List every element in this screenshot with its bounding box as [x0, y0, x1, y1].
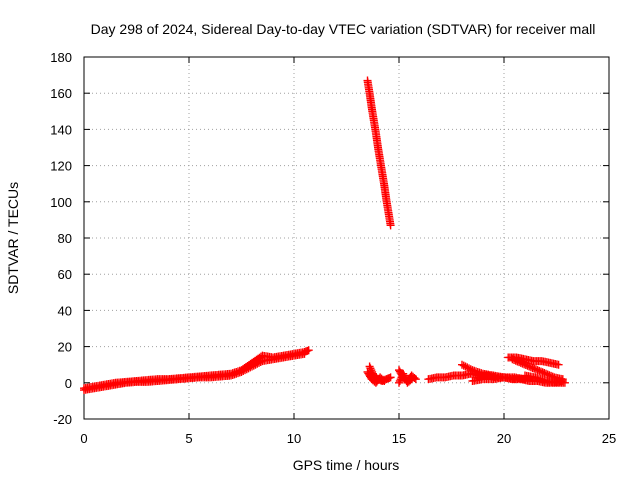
data-point [510, 375, 519, 384]
y-tick-label: 0 [65, 376, 72, 391]
data-point [459, 361, 468, 370]
data-point [237, 367, 246, 376]
data-point [239, 367, 248, 376]
data-point [406, 376, 415, 385]
data-point [256, 357, 265, 366]
x-tick-label: 15 [392, 431, 406, 446]
x-tick-label: 20 [497, 431, 511, 446]
x-axis-label: GPS time / hours [293, 457, 400, 473]
data-point [378, 375, 387, 384]
data-point [249, 361, 258, 370]
y-tick-label: 40 [58, 303, 72, 318]
data-point [466, 365, 475, 374]
data-point [242, 365, 251, 374]
data-point [400, 371, 409, 380]
data-point [300, 349, 309, 358]
y-tick-label: 100 [50, 195, 72, 210]
y-tick-label: -20 [53, 412, 72, 427]
grid [84, 57, 609, 419]
y-tick-label: 180 [50, 50, 72, 65]
data-point [304, 346, 313, 355]
y-tick-label: 80 [58, 231, 72, 246]
data-point [465, 364, 473, 373]
data-point [386, 221, 395, 230]
data-point [458, 360, 466, 369]
data-point [241, 366, 249, 375]
data-point [554, 360, 563, 369]
data-point [244, 364, 253, 373]
chart-title: Day 298 of 2024, Sidereal Day-to-day VTE… [91, 21, 596, 37]
data-point [395, 378, 403, 387]
data-point [365, 362, 374, 371]
data-point [253, 359, 262, 368]
x-tick-label: 0 [80, 431, 87, 446]
data-point [407, 375, 416, 384]
x-tick-label: 5 [185, 431, 192, 446]
data-point [380, 376, 389, 385]
y-tick-label: 160 [50, 86, 72, 101]
data-point [251, 360, 260, 369]
data-point [248, 362, 256, 371]
data-points [80, 76, 569, 395]
data-point [399, 369, 408, 378]
data-point [463, 363, 472, 372]
y-axis-label: SDTVAR / TECUs [5, 182, 21, 294]
data-point [246, 363, 255, 372]
y-tick-label: 140 [50, 122, 72, 137]
y-tick-label: 120 [50, 159, 72, 174]
data-point [560, 378, 569, 387]
data-point [461, 362, 470, 371]
y-axis: -20 0 20 40 60 80 100 120 140 160 180 [50, 50, 609, 427]
y-tick-label: 60 [58, 267, 72, 282]
data-point [386, 373, 395, 382]
data-point [400, 373, 409, 382]
x-tick-label: 25 [602, 431, 616, 446]
x-axis: 0 5 10 15 20 25 [80, 57, 616, 446]
data-point [255, 358, 263, 367]
y-tick-label: 20 [58, 340, 72, 355]
data-point [395, 376, 404, 385]
x-tick-label: 10 [287, 431, 301, 446]
